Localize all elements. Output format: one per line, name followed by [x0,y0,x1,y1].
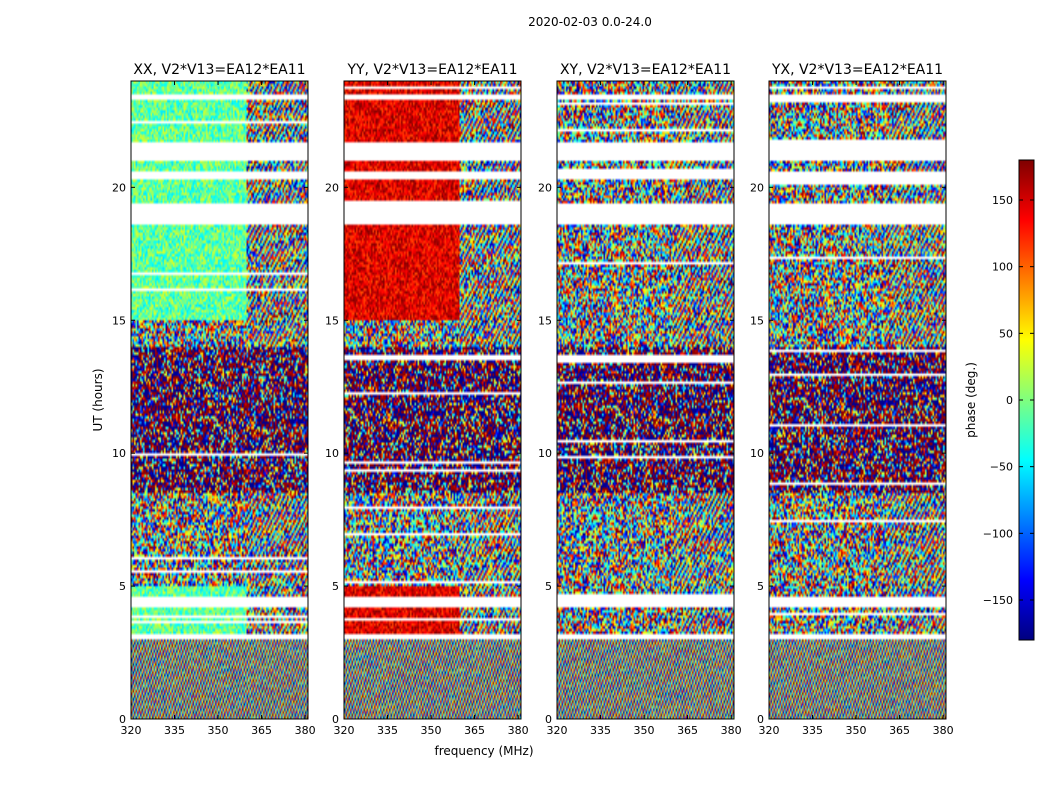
panel-yy: YY, V2*V13=EA12*EA11 320 335 350 365 380 0 5 10 1… [325,62,529,737]
x-tick-label: 335 [590,724,611,737]
y-tick-label: 0 [332,713,339,726]
y-tick-label: 20 [112,181,126,194]
y-tick-label: 5 [332,580,339,593]
y-tick-label: 5 [757,580,764,593]
colorbar-tick-label: −150 [983,594,1013,607]
colorbar-tick-label: −100 [983,527,1013,540]
x-tick-label: 380 [721,724,742,737]
y-tick-label: 15 [750,314,764,327]
phase-heatmap-yx [769,81,946,719]
axes-frame [343,80,522,720]
y-tick-label: 15 [112,314,126,327]
axes-frame [556,80,735,720]
y-tick-label: 10 [112,447,126,460]
panel-title: XY, V2*V13=EA12*EA11 [560,62,731,78]
phase-heatmap-yy [344,81,521,719]
y-tick-label: 20 [750,181,764,194]
colorbar-tick-label: 50 [999,327,1013,340]
y-tick-label: 10 [325,447,339,460]
y-tick-label: 20 [325,181,339,194]
figure-suptitle: 2020-02-03 0.0-24.0 [528,15,652,29]
x-tick-label: 335 [802,724,823,737]
x-tick-label: 335 [377,724,398,737]
x-tick-label: 365 [889,724,910,737]
y-tick-label: 15 [325,314,339,327]
panel-xx: XX, V2*V13=EA12*EA11 320 335 350 365 380 0 5 10 1… [112,62,316,737]
y-tick-label: 10 [538,447,552,460]
colorbar-tick-label: 150 [992,194,1013,207]
y-tick-label: 5 [119,580,126,593]
x-tick-label: 350 [634,724,655,737]
y-tick-label: 0 [545,713,552,726]
panel-title: XX, V2*V13=EA12*EA11 [133,62,305,78]
phase-heatmap-xx [131,81,308,719]
y-tick-label: 0 [119,713,126,726]
x-tick-label: 335 [164,724,185,737]
x-tick-label: 350 [208,724,229,737]
x-tick-label: 350 [421,724,442,737]
y-tick-label: 15 [538,314,552,327]
y-tick-label: 20 [538,181,552,194]
panel-xy: XY, V2*V13=EA12*EA11 320 335 350 365 380 0 5 10 1… [538,62,742,737]
colorbar-tick-label: −50 [990,461,1013,474]
x-tick-label: 320 [121,724,142,737]
x-tick-label: 320 [547,724,568,737]
colorbar-tick-label: 100 [992,261,1013,274]
y-axis-label: UT (hours) [91,368,105,431]
panels: XX, V2*V13=EA12*EA11 320 335 350 365 380 0 5 10 1… [112,62,954,737]
y-tick-label: 10 [750,447,764,460]
x-tick-label: 380 [508,724,529,737]
x-tick-label: 365 [677,724,698,737]
x-tick-label: 365 [251,724,272,737]
x-axis-label: frequency (MHz) [434,744,533,758]
x-tick-label: 380 [295,724,316,737]
y-tick-label: 5 [545,580,552,593]
x-tick-label: 320 [759,724,780,737]
panel-title: YY, V2*V13=EA12*EA11 [346,62,517,78]
colorbar: 150 100 50 0 −50 −100 −150 phase (deg.) [964,159,1035,641]
x-tick-label: 350 [846,724,867,737]
phase-heatmap-xy [557,81,734,719]
x-tick-label: 380 [933,724,954,737]
axes-frame [130,80,309,720]
colorbar-label: phase (deg.) [964,362,978,438]
colorbar-tick-label: 0 [1006,394,1013,407]
x-tick-label: 365 [464,724,485,737]
y-tick-label: 0 [757,713,764,726]
x-tick-label: 320 [334,724,355,737]
panel-title: YX, V2*V13=EA12*EA11 [771,62,943,78]
panel-yx: YX, V2*V13=EA12*EA11 320 335 350 365 380 0 5 10 1… [750,62,954,737]
axes-frame [768,80,947,720]
